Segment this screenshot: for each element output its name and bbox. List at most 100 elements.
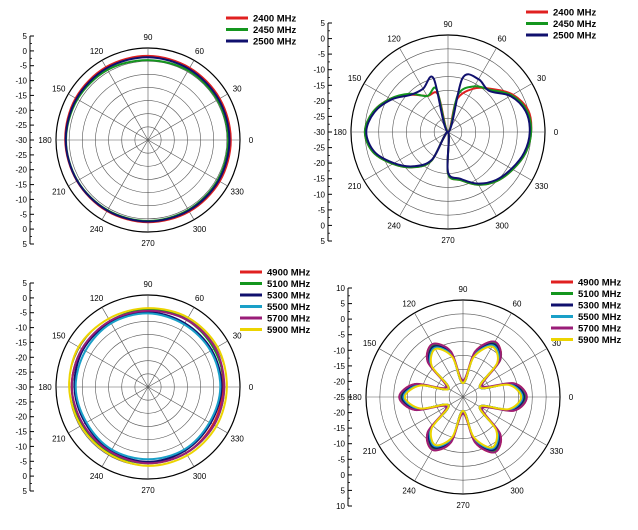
radial-tick-label: -5 [318,50,326,59]
angle-tick-label: 90 [144,280,153,289]
radial-tick-label: -15 [313,175,325,184]
grid-spoke [462,396,512,482]
angle-tick-label: 120 [402,300,416,309]
legend-label: 5900 MHz [578,335,622,346]
legend-label: 2400 MHz [253,14,297,25]
radial-tick-label: -10 [313,190,325,199]
grid-spoke [147,139,228,187]
angle-tick-label: 300 [510,487,524,496]
radial-tick-label: -15 [333,362,345,371]
grid-spoke [68,139,149,187]
grid-spoke [147,60,195,141]
radial-tick-label: 5 [23,487,28,496]
radial-tick-label: -5 [20,309,28,318]
grid-spoke [68,93,149,141]
radial-tick-label: 0 [23,47,28,56]
grid-spoke [414,312,464,398]
angle-tick-label: 210 [348,182,362,191]
radial-tick-label: 0 [23,472,28,481]
legend-label: 5900 MHz [267,325,311,336]
grid-spoke [447,131,497,217]
angle-tick-label: 270 [456,501,470,510]
radial-tick-label: -20 [15,353,27,362]
angle-tick-label: 30 [233,332,242,341]
series-line-5900-mhz [403,345,523,449]
angle-tick-label: 300 [193,225,207,234]
radial-tick-label: 5 [23,240,28,249]
radial-tick-label: -25 [15,398,27,407]
series-line-2500-mhz [64,56,231,223]
grid-spoke [101,139,149,220]
angle-tick-label: 210 [52,435,66,444]
grid-spoke [363,83,449,133]
angle-tick-label: 300 [495,222,509,231]
angle-tick-label: 30 [552,339,561,348]
radial-tick-label: -25 [333,393,345,402]
radial-tick-label: -5 [338,331,346,340]
radial-tick-label: -25 [15,151,27,160]
angle-tick-label: 180 [38,383,52,392]
angle-tick-label: 240 [402,487,416,496]
angle-tick-label: 90 [444,20,453,29]
series-line-5700-mhz [70,309,226,465]
angle-tick-label: 210 [52,188,66,197]
angle-tick-label: 30 [537,74,546,83]
series-line-5300-mhz [73,311,223,463]
radial-tick-label: -20 [333,377,345,386]
angle-tick-label: 270 [141,239,155,248]
radial-tick-label: -15 [15,181,27,190]
legend-label: 5700 MHz [267,314,311,325]
legend-label: 5300 MHz [578,301,622,312]
radial-tick-label: -10 [15,77,27,86]
legend-label: 2450 MHz [553,19,597,30]
series-line-2450-mhz [363,85,533,186]
radial-tick-label: 5 [341,300,346,309]
angle-tick-label: 60 [498,35,507,44]
series-line-5100-mhz [399,341,527,453]
grid-spoke [447,83,533,133]
angle-tick-label: 150 [52,332,66,341]
grid-spoke [414,396,464,482]
grid-spoke [363,131,449,181]
angle-tick-label: 0 [249,383,254,392]
legend-label: 5100 MHz [267,279,311,290]
angle-tick-label: 90 [459,285,468,294]
series-line-5500-mhz [402,344,524,450]
legend-label: 2400 MHz [553,8,597,19]
radial-tick-label: -20 [313,159,325,168]
angle-tick-label: 0 [554,128,559,137]
grid-spoke [399,47,449,133]
angle-tick-label: 330 [231,188,245,197]
angle-tick-label: 330 [231,435,245,444]
radial-tick-label: -5 [20,210,28,219]
angle-tick-label: 240 [90,472,104,481]
angle-tick-label: 60 [195,47,204,56]
angle-tick-label: 270 [441,236,455,245]
series-line-5700-mhz [398,340,528,454]
grid-spoke [447,131,533,181]
radial-tick-label: 0 [341,471,346,480]
legend-label: 4900 MHz [578,278,622,289]
angle-tick-label: 330 [550,447,564,456]
legend-label: 5100 MHz [578,289,622,300]
radial-tick-label: -5 [338,455,346,464]
polar-chart-bottom-right: 0 30 60 90 120 150 180 210 240 270 300 330 10 5 0 -5 -10… [333,278,621,512]
radial-tick-label: 5 [321,237,326,246]
legend-label: 5500 MHz [578,312,622,323]
radial-tick-label: -10 [333,440,345,449]
angle-tick-label: 60 [195,294,204,303]
legend-label: 5700 MHz [578,324,622,335]
angle-tick-label: 150 [52,85,66,94]
radial-tick-label: -10 [15,195,27,204]
radial-tick-label: -10 [313,66,325,75]
series-line-2500-mhz [365,73,531,185]
radial-tick-label: -25 [313,112,325,121]
series-line-5300-mhz [401,343,525,451]
angle-tick-label: 180 [348,393,362,402]
angle-tick-label: 60 [513,300,522,309]
radial-tick-label: -15 [15,91,27,100]
radial-tick-label: -20 [313,97,325,106]
